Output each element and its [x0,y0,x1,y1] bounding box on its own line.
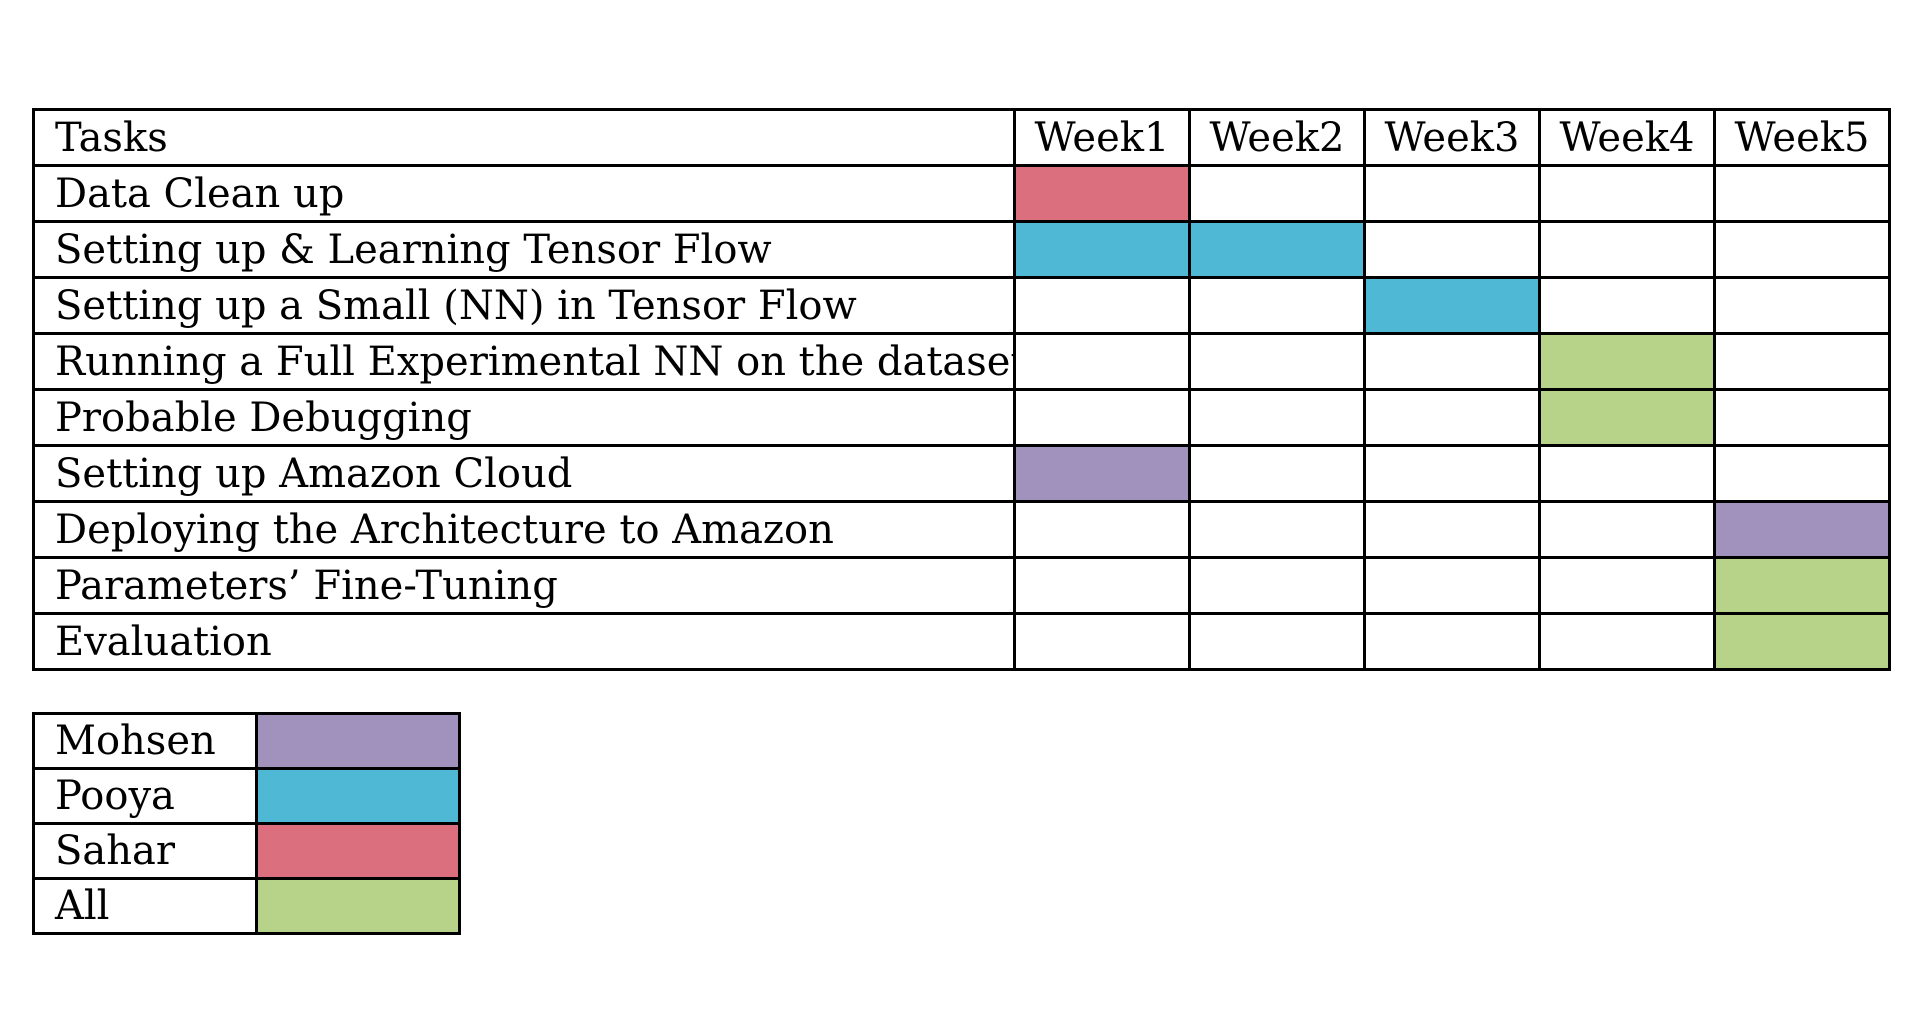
empty-cell [1713,332,1891,391]
empty-cell [1188,612,1366,671]
empty-cell [1363,164,1541,223]
task-row: Parameters’ Fine-Tuning [32,556,1891,615]
legend-row: Mohsen [32,712,461,770]
legend-swatch [255,877,461,935]
legend-name: Mohsen [32,712,258,770]
legend-name: Sahar [32,822,258,880]
empty-cell [1013,556,1191,615]
task-row: Data Clean up [32,164,1891,223]
gantt-bar [1538,388,1716,447]
empty-cell [1713,388,1891,447]
week-header: Week1 [1013,108,1191,167]
empty-cell [1013,612,1191,671]
empty-cell [1188,388,1366,447]
empty-cell [1188,332,1366,391]
week-header: Week4 [1538,108,1716,167]
task-row: Deploying the Architecture to Amazon [32,500,1891,559]
task-name: Data Clean up [32,164,1016,223]
task-name: Setting up Amazon Cloud [32,444,1016,503]
legend-swatch [255,822,461,880]
empty-cell [1363,388,1541,447]
task-row: Evaluation [32,612,1891,671]
week-header: Week3 [1363,108,1541,167]
empty-cell [1188,556,1366,615]
legend-body: Mohsen Pooya Sahar All [32,712,461,935]
task-row: Probable Debugging [32,388,1891,447]
empty-cell [1538,500,1716,559]
empty-cell [1188,164,1366,223]
week-header: Week2 [1188,108,1366,167]
header-row: Tasks Week1 Week2 Week3 Week4 Week5 [32,108,1891,167]
legend-name: All [32,877,258,935]
task-row: Running a Full Experimental NN on the da… [32,332,1891,391]
empty-cell [1188,444,1366,503]
empty-cell [1363,500,1541,559]
task-name: Parameters’ Fine-Tuning [32,556,1016,615]
legend-table: Mohsen Pooya Sahar All [32,712,461,935]
task-name: Setting up a Small (NN) in Tensor Flow [32,276,1016,335]
task-name: Setting up & Learning Tensor Flow [32,220,1016,279]
empty-cell [1363,612,1541,671]
empty-cell [1713,444,1891,503]
task-name: Deploying the Architecture to Amazon [32,500,1016,559]
empty-cell [1538,164,1716,223]
empty-cell [1363,444,1541,503]
task-name: Evaluation [32,612,1016,671]
empty-cell [1538,556,1716,615]
legend-name: Pooya [32,767,258,825]
gantt-bar [1188,220,1366,279]
gantt-bar [1538,332,1716,391]
empty-cell [1188,276,1366,335]
task-name: Running a Full Experimental NN on the da… [32,332,1016,391]
legend-swatch [255,767,461,825]
empty-cell [1188,500,1366,559]
gantt-body: Tasks Week1 Week2 Week3 Week4 Week5 Data… [32,108,1891,671]
empty-cell [1013,500,1191,559]
empty-cell [1013,332,1191,391]
gantt-bar [1713,612,1891,671]
gantt-bar [1013,444,1191,503]
week-header: Week5 [1713,108,1891,167]
legend-swatch [255,712,461,770]
empty-cell [1713,164,1891,223]
empty-cell [1713,276,1891,335]
gantt-bar [1013,220,1191,279]
gantt-bar [1713,500,1891,559]
empty-cell [1538,276,1716,335]
empty-cell [1538,220,1716,279]
gantt-bar [1013,164,1191,223]
empty-cell [1538,612,1716,671]
legend-row: All [32,877,461,935]
empty-cell [1363,332,1541,391]
legend-row: Sahar [32,822,461,880]
empty-cell [1013,388,1191,447]
tasks-header: Tasks [32,108,1016,167]
empty-cell [1013,276,1191,335]
empty-cell [1363,556,1541,615]
empty-cell [1538,444,1716,503]
task-name: Probable Debugging [32,388,1016,447]
gantt-table: Tasks Week1 Week2 Week3 Week4 Week5 Data… [32,108,1891,671]
empty-cell [1363,220,1541,279]
legend-row: Pooya [32,767,461,825]
empty-cell [1713,220,1891,279]
gantt-bar [1363,276,1541,335]
task-row: Setting up Amazon Cloud [32,444,1891,503]
task-row: Setting up a Small (NN) in Tensor Flow [32,276,1891,335]
gantt-bar [1713,556,1891,615]
task-row: Setting up & Learning Tensor Flow [32,220,1891,279]
